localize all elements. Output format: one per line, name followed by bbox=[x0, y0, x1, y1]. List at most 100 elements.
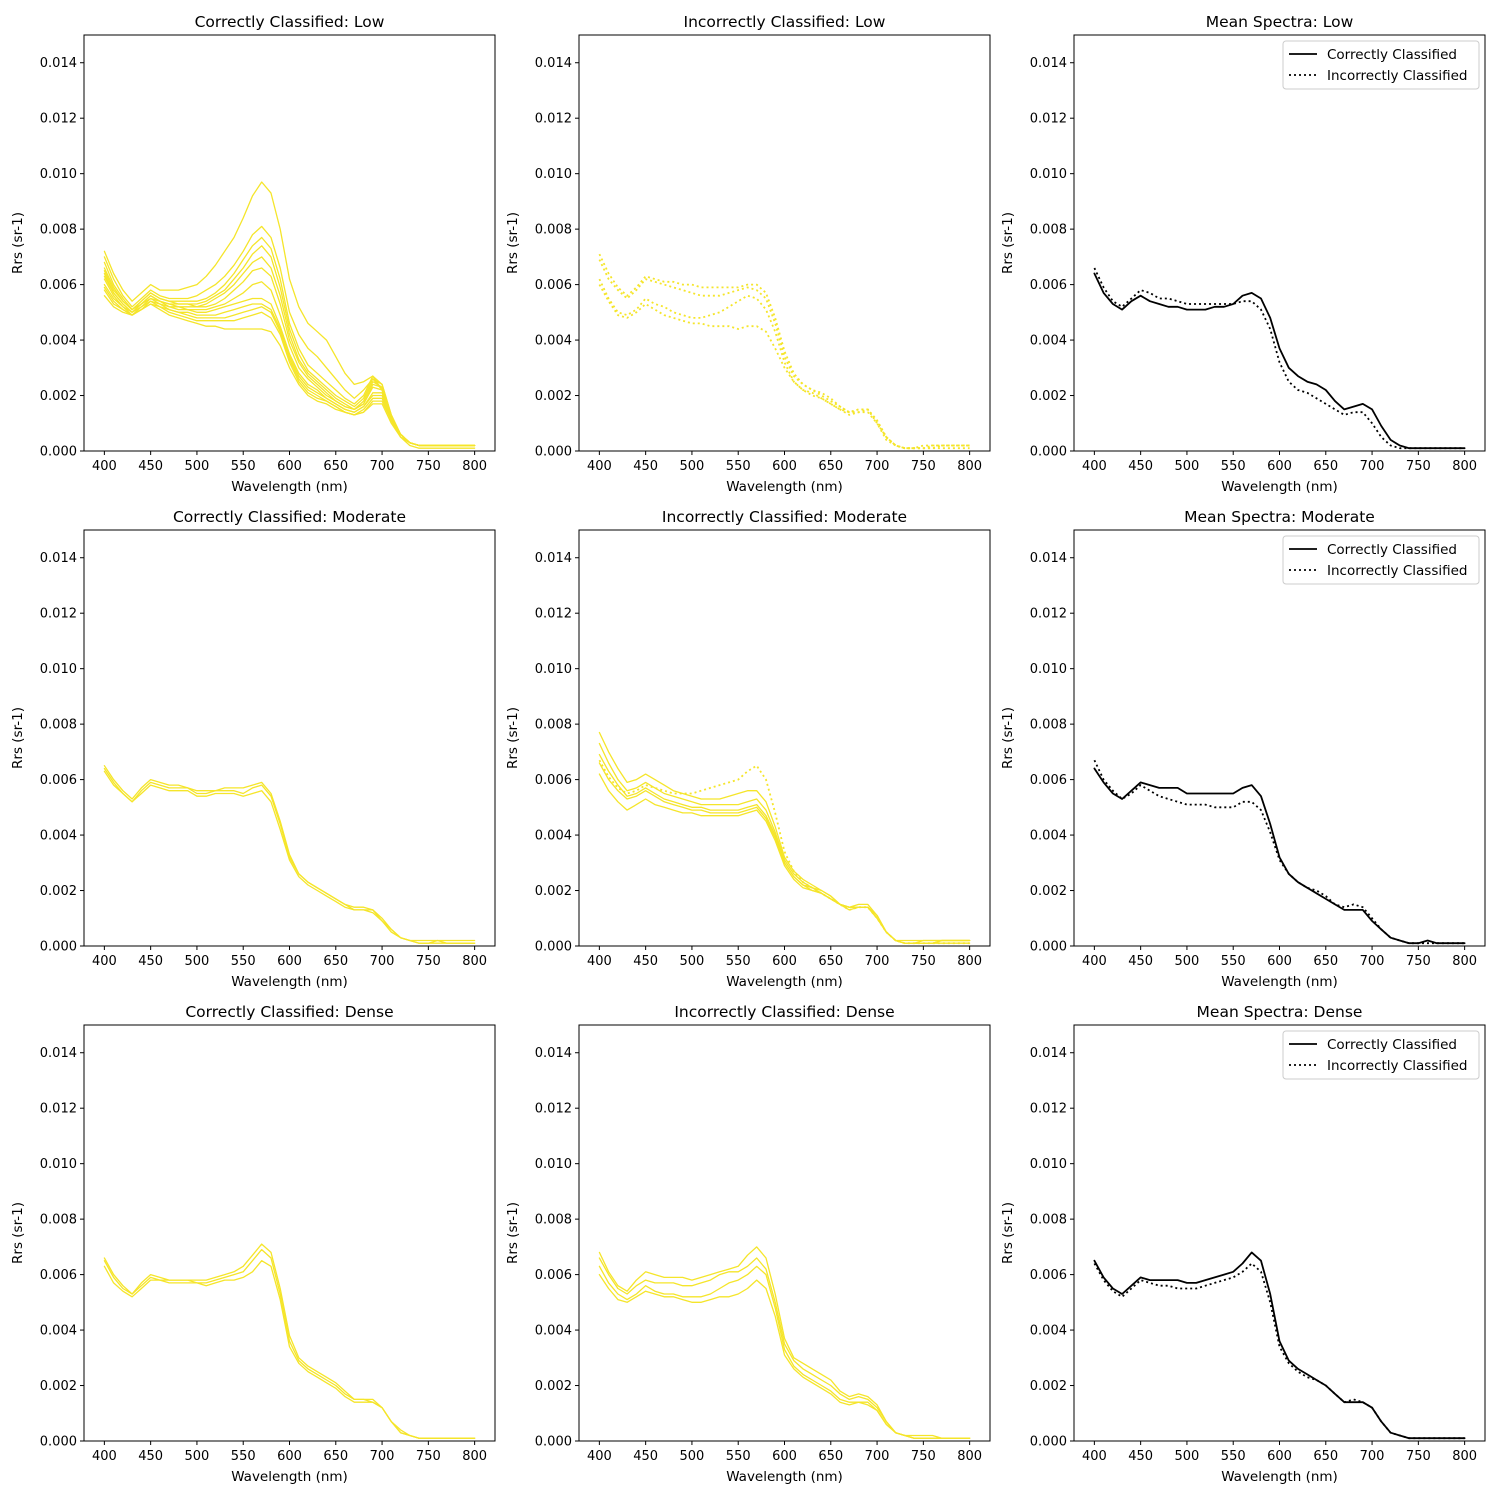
y-tick-label: 0.002 bbox=[1030, 1379, 1067, 1394]
y-tick-label: 0.002 bbox=[40, 884, 77, 899]
series-line bbox=[103, 295, 476, 449]
series-line bbox=[1093, 267, 1465, 450]
legend-label: Correctly Classified bbox=[1327, 1037, 1457, 1053]
x-tick-label: 750 bbox=[1406, 1449, 1431, 1464]
x-tick-label: 700 bbox=[865, 459, 890, 474]
y-tick-label: 0.006 bbox=[535, 278, 572, 293]
x-tick-label: 650 bbox=[323, 459, 348, 474]
x-tick-label: 750 bbox=[911, 1449, 936, 1464]
y-tick-label: 0.006 bbox=[1030, 773, 1067, 788]
y-tick-label: 0.004 bbox=[535, 334, 572, 349]
y-tick-label: 0.004 bbox=[1030, 334, 1067, 349]
y-tick-label: 0.002 bbox=[1030, 389, 1067, 404]
x-axis-label: Wavelength (nm) bbox=[231, 1469, 348, 1485]
series-group bbox=[1093, 759, 1466, 945]
y-tick-label: 0.004 bbox=[1030, 1324, 1067, 1339]
series-group bbox=[598, 1246, 971, 1439]
series-line bbox=[1093, 759, 1465, 945]
x-tick-label: 550 bbox=[1221, 954, 1246, 969]
chart-title: Incorrectly Classified: Dense bbox=[674, 1003, 894, 1021]
y-tick-label: 0.006 bbox=[40, 278, 77, 293]
y-axis-label: Rrs (sr-1) bbox=[10, 707, 26, 769]
x-tick-label: 600 bbox=[1267, 954, 1292, 969]
y-tick-label: 0.004 bbox=[40, 334, 77, 349]
y-tick-label: 0.000 bbox=[535, 1435, 572, 1450]
x-tick-label: 600 bbox=[772, 954, 797, 969]
y-tick-label: 0.012 bbox=[1030, 607, 1067, 622]
x-tick-label: 450 bbox=[633, 1449, 658, 1464]
x-tick-label: 550 bbox=[1221, 459, 1246, 474]
y-tick-label: 0.010 bbox=[1030, 662, 1067, 677]
x-tick-label: 600 bbox=[277, 1449, 302, 1464]
chart-panel: Incorrectly Classified: Dense 400 450 500 55… bbox=[505, 1003, 991, 1485]
y-tick-label: 0.004 bbox=[1030, 829, 1067, 844]
y-tick-label: 0.008 bbox=[535, 223, 572, 238]
chart-title: Correctly Classified: Dense bbox=[185, 1003, 393, 1021]
y-tick-label: 0.002 bbox=[535, 389, 572, 404]
x-tick-label: 800 bbox=[1452, 954, 1477, 969]
y-tick-label: 0.000 bbox=[1030, 940, 1067, 955]
x-tick-label: 500 bbox=[680, 459, 705, 474]
y-tick-label: 0.014 bbox=[1030, 56, 1067, 71]
x-tick-label: 750 bbox=[416, 1449, 441, 1464]
x-tick-label: 400 bbox=[587, 1449, 612, 1464]
legend-label: Correctly Classified bbox=[1327, 542, 1457, 558]
x-tick-label: 800 bbox=[957, 954, 982, 969]
x-tick-label: 500 bbox=[680, 954, 705, 969]
x-tick-label: 550 bbox=[231, 954, 256, 969]
x-tick-label: 400 bbox=[587, 459, 612, 474]
x-tick-label: 650 bbox=[1313, 459, 1338, 474]
x-axis-label: Wavelength (nm) bbox=[726, 479, 843, 495]
chart-title: Correctly Classified: Low bbox=[195, 13, 385, 31]
y-tick-label: 0.000 bbox=[535, 940, 572, 955]
x-axis-label: Wavelength (nm) bbox=[726, 974, 843, 990]
y-tick-label: 0.010 bbox=[40, 662, 77, 677]
series-line bbox=[1093, 1262, 1465, 1440]
plot-frame bbox=[1073, 34, 1486, 452]
y-tick-label: 0.014 bbox=[40, 56, 77, 71]
y-tick-label: 0.014 bbox=[535, 56, 572, 71]
x-tick-label: 600 bbox=[772, 1449, 797, 1464]
x-tick-label: 400 bbox=[1082, 1449, 1107, 1464]
y-axis-label: Rrs (sr-1) bbox=[10, 212, 26, 274]
y-tick-label: 0.012 bbox=[40, 112, 77, 127]
x-tick-label: 800 bbox=[462, 459, 487, 474]
y-tick-label: 0.004 bbox=[535, 1324, 572, 1339]
y-axis-label: Rrs (sr-1) bbox=[505, 212, 521, 274]
y-tick-label: 0.000 bbox=[1030, 445, 1067, 460]
y-tick-label: 0.000 bbox=[40, 445, 77, 460]
y-tick-label: 0.010 bbox=[535, 662, 572, 677]
x-tick-label: 700 bbox=[1360, 1449, 1385, 1464]
legend-label: Incorrectly Classified bbox=[1327, 1058, 1467, 1074]
y-tick-label: 0.006 bbox=[40, 773, 77, 788]
x-tick-label: 550 bbox=[1221, 1449, 1246, 1464]
x-tick-label: 650 bbox=[323, 1449, 348, 1464]
y-tick-label: 0.000 bbox=[1030, 1435, 1067, 1450]
legend: Correctly Classified Incorrectly Classifi… bbox=[1282, 40, 1480, 90]
x-tick-label: 500 bbox=[185, 1449, 210, 1464]
chart-panel: Incorrectly Classified: Moderate 400 450 50… bbox=[505, 508, 991, 990]
chart-panel: Mean Spectra: Moderate 400 450 500 550 600 650… bbox=[1000, 508, 1486, 990]
chart-title: Incorrectly Classified: Moderate bbox=[662, 508, 907, 526]
y-tick-label: 0.014 bbox=[40, 551, 77, 566]
series-line bbox=[103, 767, 476, 944]
y-tick-label: 0.014 bbox=[535, 1046, 572, 1061]
series-line bbox=[598, 731, 971, 942]
y-tick-label: 0.008 bbox=[535, 1213, 572, 1228]
series-line bbox=[598, 259, 970, 450]
x-tick-label: 450 bbox=[1128, 459, 1153, 474]
series-line bbox=[598, 742, 971, 944]
x-axis-label: Wavelength (nm) bbox=[1221, 1469, 1338, 1485]
series-line bbox=[103, 770, 476, 944]
x-tick-label: 800 bbox=[957, 459, 982, 474]
x-tick-label: 700 bbox=[370, 954, 395, 969]
y-axis-label: Rrs (sr-1) bbox=[505, 1202, 521, 1264]
plot-frame bbox=[578, 34, 991, 452]
x-tick-label: 750 bbox=[416, 954, 441, 969]
series-line bbox=[103, 283, 476, 447]
chart-panel: Mean Spectra: Dense 400 450 500 550 600 650 700… bbox=[1000, 1003, 1486, 1485]
series-group bbox=[598, 731, 971, 945]
legend-box bbox=[1282, 1030, 1480, 1080]
chart-panel: Correctly Classified: Moderate 400 450 500 5… bbox=[10, 508, 496, 990]
y-tick-label: 0.006 bbox=[535, 773, 572, 788]
